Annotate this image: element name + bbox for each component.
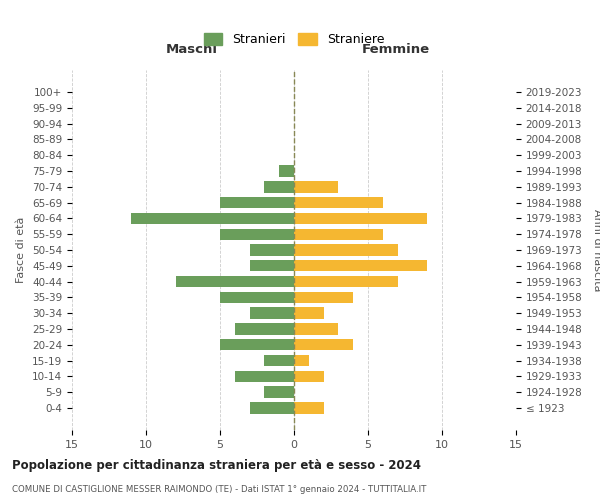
Bar xyxy=(294,355,309,366)
Bar xyxy=(294,276,398,287)
Bar xyxy=(294,260,427,272)
Bar xyxy=(294,228,383,240)
Bar xyxy=(220,292,294,303)
Text: Femmine: Femmine xyxy=(362,42,430,56)
Bar xyxy=(235,324,294,334)
Bar xyxy=(131,212,294,224)
Text: COMUNE DI CASTIGLIONE MESSER RAIMONDO (TE) - Dati ISTAT 1° gennaio 2024 - TUTTIT: COMUNE DI CASTIGLIONE MESSER RAIMONDO (T… xyxy=(12,485,427,494)
Bar xyxy=(250,308,294,319)
Bar xyxy=(265,386,294,398)
Bar xyxy=(294,370,323,382)
Bar xyxy=(220,228,294,240)
Bar xyxy=(220,197,294,208)
Bar xyxy=(294,197,383,208)
Bar xyxy=(235,370,294,382)
Bar xyxy=(250,244,294,256)
Y-axis label: Fasce di età: Fasce di età xyxy=(16,217,26,283)
Bar xyxy=(250,260,294,272)
Bar xyxy=(294,308,323,319)
Bar xyxy=(294,212,427,224)
Bar xyxy=(294,181,338,192)
Bar xyxy=(294,292,353,303)
Y-axis label: Anni di nascita: Anni di nascita xyxy=(592,209,600,291)
Text: Popolazione per cittadinanza straniera per età e sesso - 2024: Popolazione per cittadinanza straniera p… xyxy=(12,460,421,472)
Bar xyxy=(176,276,294,287)
Bar xyxy=(265,355,294,366)
Bar xyxy=(294,402,323,413)
Bar xyxy=(294,244,398,256)
Bar xyxy=(265,181,294,192)
Bar xyxy=(220,339,294,350)
Text: Maschi: Maschi xyxy=(166,42,218,56)
Bar xyxy=(250,402,294,413)
Legend: Stranieri, Straniere: Stranieri, Straniere xyxy=(200,30,388,50)
Bar xyxy=(294,324,338,334)
Bar xyxy=(294,339,353,350)
Bar xyxy=(279,166,294,176)
